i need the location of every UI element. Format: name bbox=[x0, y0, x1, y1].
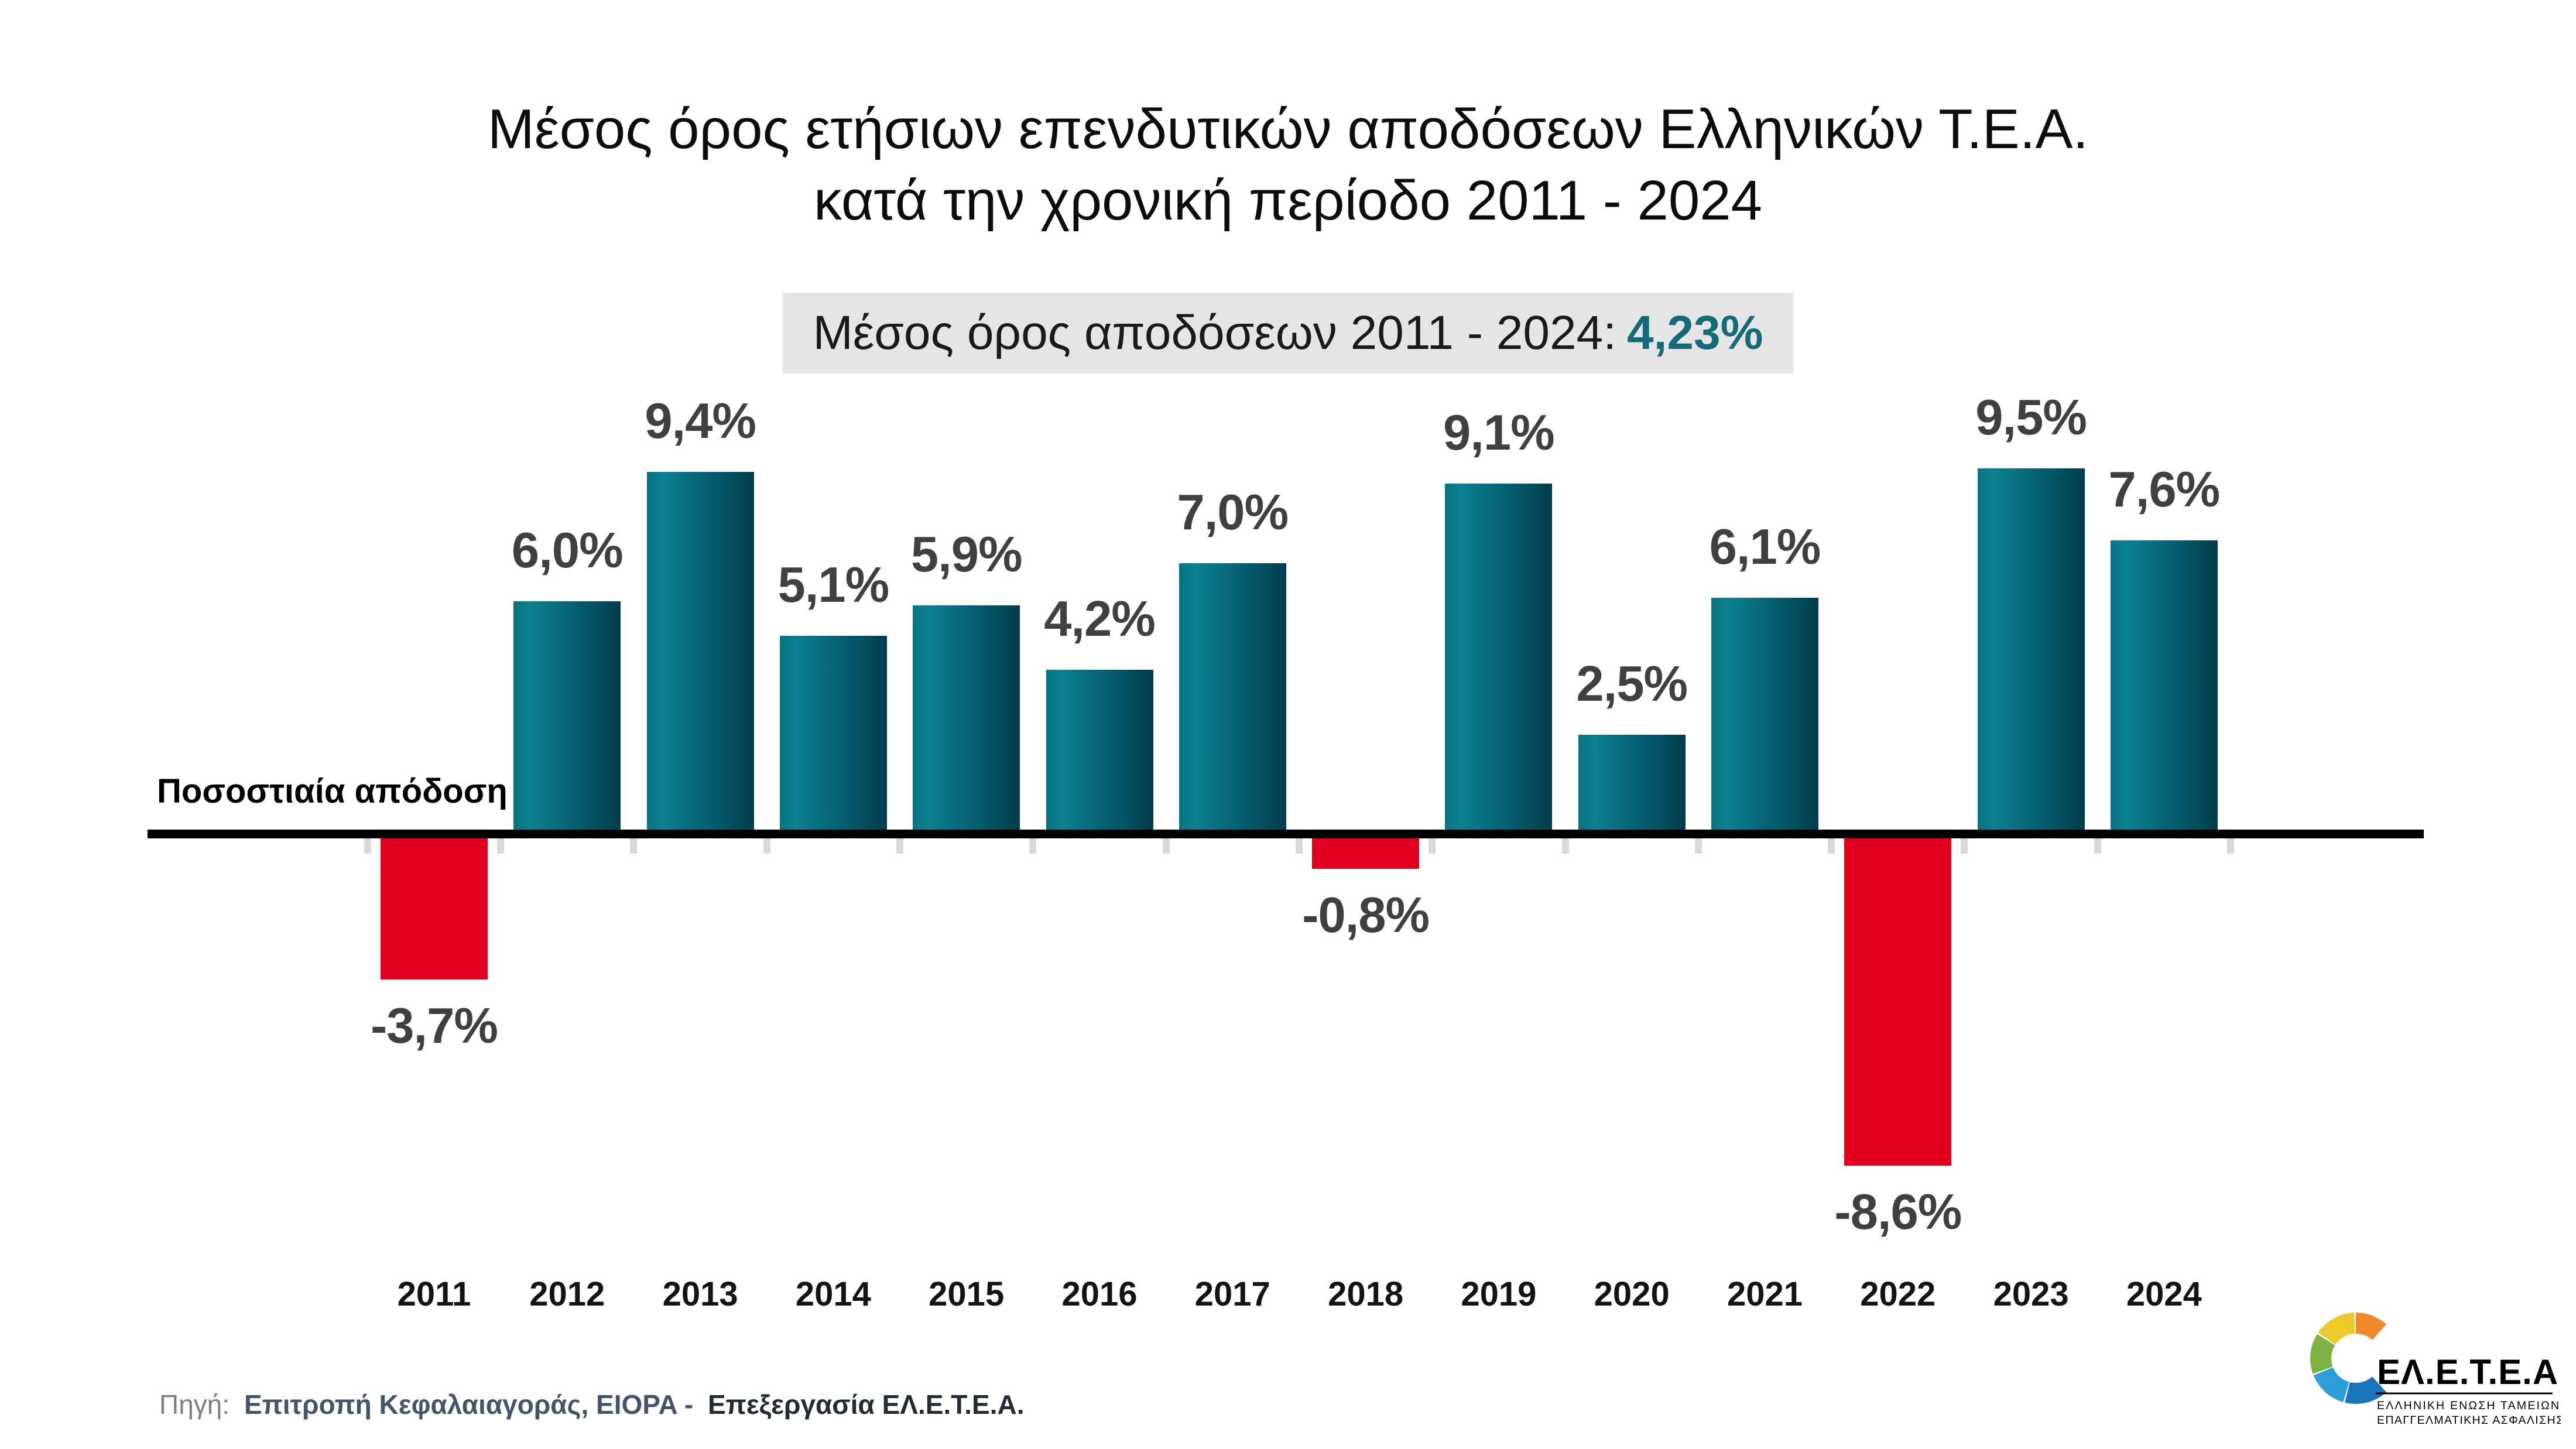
average-return-label: Μέσος όρος αποδόσεων 2011 - 2024: bbox=[813, 306, 1617, 359]
source-line: Πηγή: Επιτροπή Κεφαλαιαγοράς, EIOPA - Επ… bbox=[159, 1389, 1025, 1420]
x-axis-label-2024: 2024 bbox=[2126, 1275, 2202, 1313]
bar-2016 bbox=[1046, 670, 1153, 830]
logo-name-text: ΕΛ.Ε.Τ.Ε.Α. bbox=[2377, 1352, 2561, 1392]
logo-caption-line1: ΕΛΛΗΝΙΚΗ ΕΝΩΣΗ ΤΑΜΕΙΩΝ bbox=[2377, 1399, 2560, 1412]
chart-title-line1: Μέσος όρος ετήσιων επενδυτικών αποδόσεων… bbox=[487, 98, 2089, 160]
logo-caption-line2: ΕΠΑΓΓΕΛΜΑΤΙΚΗΣ ΑΣΦΑΛΙΣΗΣ bbox=[2377, 1414, 2561, 1427]
x-axis-label-2011: 2011 bbox=[397, 1275, 471, 1313]
x-axis-tick bbox=[2227, 838, 2235, 854]
value-label-2012: 6,0% bbox=[511, 523, 624, 578]
value-label-2019: 9,1% bbox=[1443, 405, 1555, 461]
x-axis-tick bbox=[763, 838, 770, 854]
x-axis-label-2014: 2014 bbox=[795, 1275, 871, 1313]
bar-2015 bbox=[913, 605, 1020, 830]
source-processing: Επεξεργασία ΕΛ.Ε.Τ.Ε.Α. bbox=[707, 1389, 1025, 1420]
x-axis-label-2013: 2013 bbox=[662, 1275, 738, 1313]
x-axis-label-2019: 2019 bbox=[1461, 1275, 1537, 1313]
x-axis-label-2018: 2018 bbox=[1328, 1275, 1404, 1313]
puzzle-ring-icon bbox=[2310, 1313, 2387, 1404]
value-label-2023: 9,5% bbox=[1975, 389, 2087, 446]
x-axis-tick bbox=[1029, 838, 1037, 854]
bar-2011 bbox=[381, 838, 488, 979]
x-axis-tick bbox=[1694, 838, 1702, 854]
value-label-2011: -3,7% bbox=[370, 998, 498, 1054]
x-axis-line bbox=[148, 830, 2424, 838]
bar-2022 bbox=[1844, 838, 1952, 1166]
bar-2019 bbox=[1445, 483, 1553, 830]
eletea-logo: ΕΛ.Ε.Τ.Ε.Α. ΕΛΛΗΝΙΚΗ ΕΝΩΣΗ ΤΑΜΕΙΩΝ ΕΠΑΓΓ… bbox=[2310, 1313, 2561, 1427]
average-return-value: 4,23% bbox=[1627, 306, 1763, 359]
x-axis-tick bbox=[1828, 838, 1835, 854]
x-axis-tick bbox=[2094, 838, 2101, 854]
x-axis-label-2016: 2016 bbox=[1061, 1275, 1138, 1313]
value-label-2016: 4,2% bbox=[1044, 591, 1156, 647]
x-axis-label-2015: 2015 bbox=[929, 1275, 1005, 1313]
value-label-2021: 6,1% bbox=[1709, 519, 1821, 575]
x-axis-tick bbox=[896, 838, 904, 854]
bar-2017 bbox=[1179, 563, 1286, 830]
x-axis-tick bbox=[497, 838, 505, 854]
bar-2018 bbox=[1312, 838, 1420, 869]
bar-2020 bbox=[1578, 734, 1686, 830]
source-organisations: Επιτροπή Κεφαλαιαγοράς, EIOPA - bbox=[244, 1389, 694, 1420]
x-axis-tick bbox=[1961, 838, 1968, 854]
x-axis-label-2021: 2021 bbox=[1727, 1275, 1803, 1313]
x-axis-tick bbox=[630, 838, 638, 854]
x-axis-label-2023: 2023 bbox=[1993, 1275, 2069, 1313]
x-axis-tick bbox=[1429, 838, 1436, 854]
bar-2023 bbox=[1977, 468, 2085, 830]
x-axis-tick bbox=[364, 838, 371, 854]
bar-2012 bbox=[513, 601, 621, 830]
x-axis-tick bbox=[1295, 838, 1303, 854]
value-label-2024: 7,6% bbox=[2108, 462, 2221, 518]
x-axis-tick bbox=[1561, 838, 1569, 854]
source-prefix: Πηγή: bbox=[159, 1389, 230, 1420]
y-axis-title: Ποσοστιαία απόδοση bbox=[157, 772, 508, 810]
value-label-2013: 9,4% bbox=[645, 393, 756, 449]
chart-title: Μέσος όρος ετήσιων επενδυτικών αποδόσεων… bbox=[0, 94, 2576, 237]
x-axis-tick bbox=[1162, 838, 1170, 854]
x-axis-label-2012: 2012 bbox=[529, 1275, 605, 1313]
bar-2014 bbox=[779, 635, 887, 830]
value-label-2017: 7,0% bbox=[1177, 485, 1289, 540]
value-label-2020: 2,5% bbox=[1576, 656, 1688, 712]
bar-2021 bbox=[1711, 597, 1818, 830]
x-axis-label-2017: 2017 bbox=[1194, 1275, 1270, 1313]
bar-2024 bbox=[2110, 540, 2218, 830]
value-label-2022: -8,6% bbox=[1834, 1184, 1962, 1240]
x-axis-label-2022: 2022 bbox=[1860, 1275, 1936, 1313]
average-return-box: Μέσος όρος αποδόσεων 2011 - 2024: 4,23% bbox=[783, 293, 1793, 374]
bar-2013 bbox=[646, 472, 754, 830]
value-label-2018: -0,8% bbox=[1302, 888, 1430, 943]
chart-title-line2: κατά την χρονική περίοδο 2011 - 2024 bbox=[814, 169, 1762, 232]
value-label-2015: 5,9% bbox=[910, 526, 1023, 583]
x-axis-label-2020: 2020 bbox=[1594, 1275, 1670, 1313]
value-label-2014: 5,1% bbox=[777, 557, 890, 613]
